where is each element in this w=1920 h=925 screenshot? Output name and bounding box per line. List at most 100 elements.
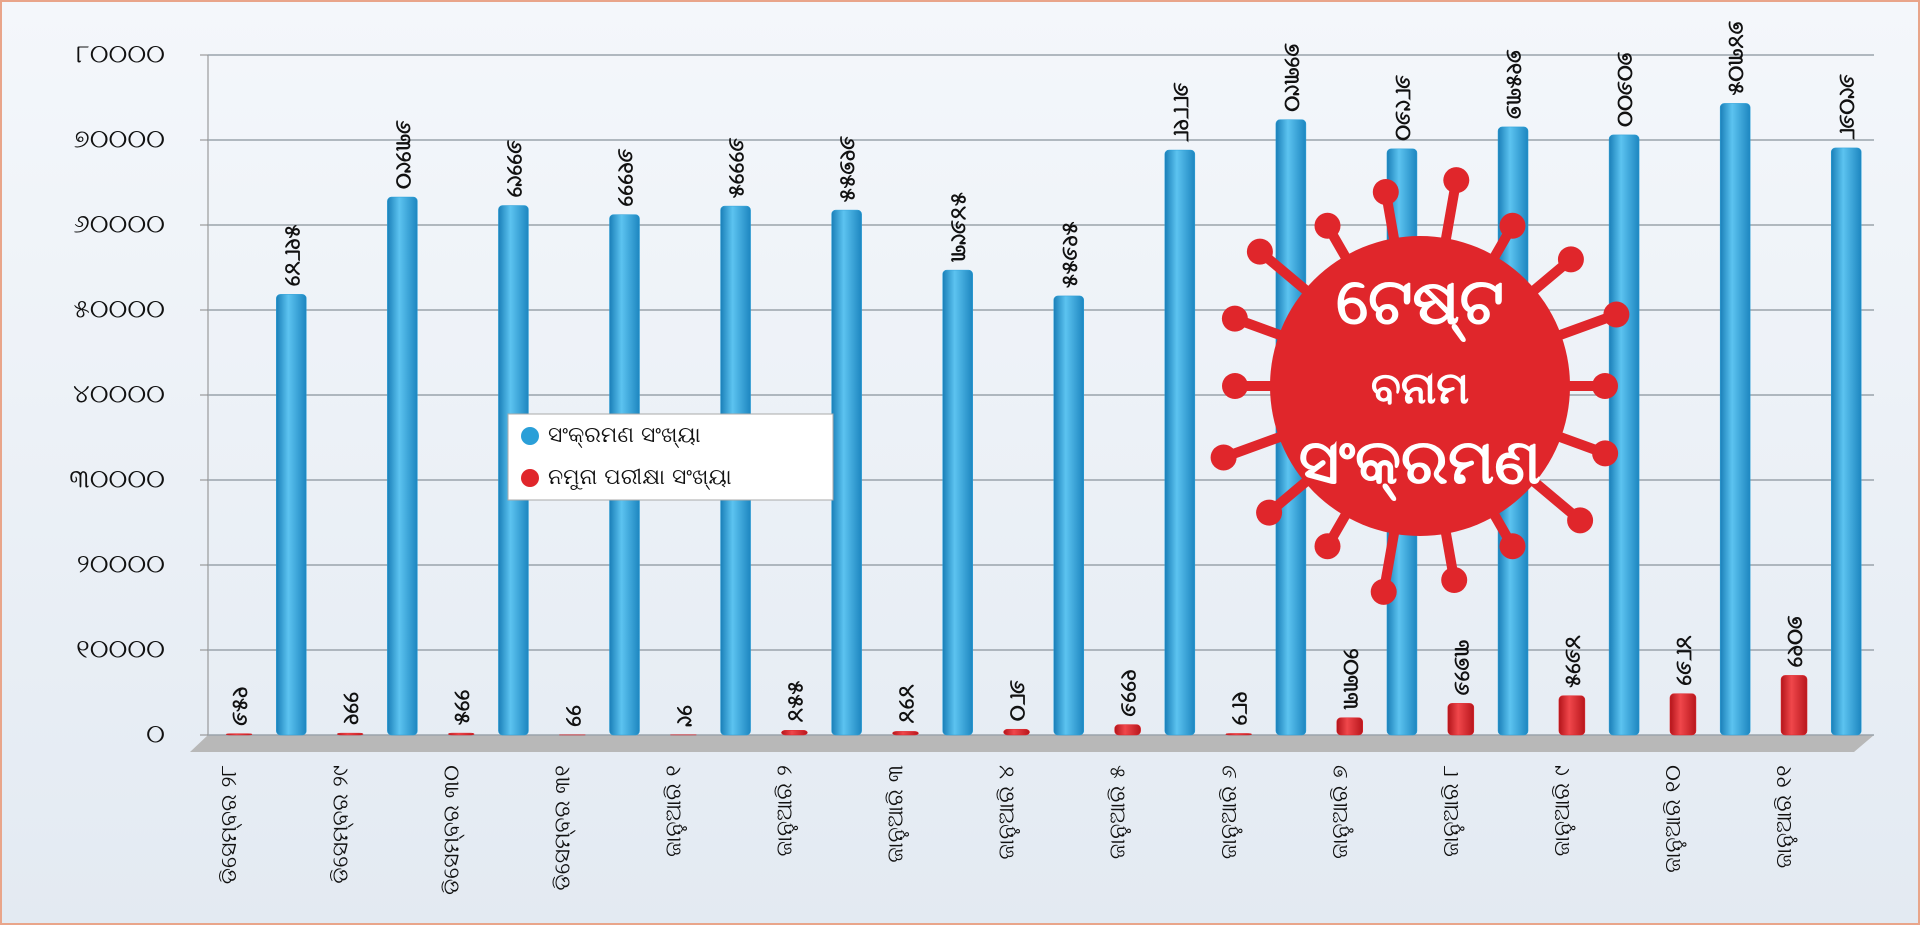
x-tick-label: ଡିସେମ୍ବର ୩୧ xyxy=(550,765,575,891)
data-label: ୬୨୨୨୫ xyxy=(724,138,749,199)
y-tick-label: ୭୦୦୦୦ xyxy=(74,125,165,155)
y-tick-label: ୮୦୦୦୦ xyxy=(76,40,165,70)
data-label: ୬୩୨୯୦ xyxy=(390,120,415,189)
x-tick-label: ଡିସେମ୍ବର ୩୦ xyxy=(439,765,464,895)
x-tick-label: ଜାନୁଆରି ୩ xyxy=(884,765,910,863)
data-label: ୩୭୨୬ xyxy=(1449,640,1474,696)
x-tick-label: ଜାନୁଆରି ୧୧ xyxy=(1772,765,1798,868)
data-label: ୭୦୧୨ xyxy=(1782,616,1807,668)
data-label: ୪୬୨୫ xyxy=(1560,635,1585,688)
y-tick-label: ୬୦୦୦୦ xyxy=(73,210,165,240)
bar xyxy=(1719,103,1751,736)
data-label: ୬୨୨୯୨ xyxy=(501,140,526,198)
bar xyxy=(1669,693,1697,736)
data-label: ୫୧୬୫୫ xyxy=(1057,221,1082,288)
virus-knob xyxy=(1499,212,1526,239)
data-label: ୭୨୩୯୦ xyxy=(1279,43,1304,112)
data-label: ୨୯ xyxy=(671,705,696,727)
x-tick-label: ଜାନୁଆରି ୧୦ xyxy=(1661,765,1687,873)
x-tick-label: ଜାନୁଆରି ୬ xyxy=(1217,765,1243,859)
x-tick-label: ଜାନୁଆରି ୧ xyxy=(661,765,687,857)
y-tick-label: ୪୦୦୦୦ xyxy=(73,380,165,410)
floor xyxy=(190,735,1874,752)
data-label: ୭୪୩୦୫ xyxy=(1723,21,1748,96)
virus-knob xyxy=(1603,301,1630,328)
x-tick-label: ଜାନୁଆରି ୫ xyxy=(1106,765,1132,859)
bar xyxy=(831,209,862,736)
virus-knob xyxy=(1210,444,1237,471)
data-label: ୬୮୦ xyxy=(1005,680,1030,721)
bar xyxy=(1225,733,1252,736)
virus-knob xyxy=(1499,533,1526,560)
virus-knob xyxy=(1567,507,1594,534)
x-tick-label: ଜାନୁଆରି ୨ xyxy=(773,765,799,856)
virus-knob xyxy=(1370,578,1397,605)
legend-label: ସଂକ୍ରମଣ ସଂଖ୍ୟା xyxy=(548,423,701,448)
virus-knob xyxy=(1221,305,1248,332)
x-tick-label: ଜାନୁଆରି ୪ xyxy=(995,765,1021,859)
annotation: ବନାମ xyxy=(1371,363,1469,414)
data-label: ୬୮୯୬୦ xyxy=(1390,75,1415,141)
y-tick-label: ୨୦୦୦୦ xyxy=(77,550,165,580)
data-label: ୫୧୮୪୨ xyxy=(279,225,304,287)
data-label: ୭୦୬୦୦ xyxy=(1612,52,1637,127)
bar xyxy=(276,294,307,736)
data-label: ୨୨୧ xyxy=(338,692,363,725)
data-label: ୪୨୪ xyxy=(893,684,918,723)
bar xyxy=(1114,724,1141,736)
data-label: ୪୮୬୨ xyxy=(1671,635,1696,685)
x-tick-label: ଜାନୁଆରି ୯ xyxy=(1550,765,1576,856)
virus-knob xyxy=(1314,212,1341,239)
legend-marker xyxy=(521,469,539,487)
x-tick-label: ଡିସେମ୍ବର ୨୮ xyxy=(217,765,242,884)
annotation: ସଂକ୍ରମଣ xyxy=(1299,425,1541,501)
x-tick-label: ଜାନୁଆରି ୭ xyxy=(1328,765,1354,859)
data-label: ୫୫୪ xyxy=(782,681,807,723)
virus-knob xyxy=(1314,533,1341,560)
y-tick-label: ୫୦୦୦୦ xyxy=(73,295,165,325)
legend-label: ନମୁନା ପରୀକ୍ଷା ସଂଖ୍ୟା xyxy=(548,465,732,490)
y-tick-label: ୦ xyxy=(146,720,165,750)
data-label: ୨୨ xyxy=(560,705,585,727)
legend-box xyxy=(507,413,834,501)
bar xyxy=(1003,728,1030,736)
bar xyxy=(1780,675,1808,736)
virus-knob xyxy=(1557,246,1584,273)
y-tick-label: ୩୦୦୦୦ xyxy=(69,465,165,495)
bar xyxy=(781,730,808,736)
virus-knob xyxy=(1256,499,1283,526)
data-label: ୧୮୨ xyxy=(1227,692,1252,726)
data-label: ୬୧୭୫୫ xyxy=(835,136,860,202)
data-label: ୬୧୨୨୨ xyxy=(613,148,638,206)
data-label: ୭୧୫୩୭ xyxy=(1501,50,1526,119)
bar xyxy=(1447,703,1475,736)
bar xyxy=(1608,134,1640,736)
bar xyxy=(1164,149,1196,736)
data-label: ୨୦୩୩ xyxy=(1338,648,1363,710)
bar xyxy=(1053,295,1085,736)
data-label: ୫୪୬୯୩ xyxy=(946,192,971,263)
virus-knob xyxy=(1443,167,1470,194)
x-tick-label: ଡିସେମ୍ବର ୨୯ xyxy=(328,765,353,884)
bar xyxy=(225,733,253,736)
data-label: ୧୫୬ xyxy=(227,687,252,726)
virus-knob xyxy=(1592,440,1619,467)
data-label: ୬୯୦୬୮ xyxy=(1834,74,1859,140)
bar xyxy=(1830,147,1862,736)
x-tick-label: ଜାନୁଆରି ୮ xyxy=(1439,765,1465,857)
bar xyxy=(892,731,919,736)
data-label: ୨୨୫ xyxy=(449,689,474,725)
virus-body xyxy=(1270,236,1570,536)
bar xyxy=(336,732,364,736)
y-tick-label: ୧୦୦୦୦ xyxy=(76,635,165,665)
data-label: ୧୨୨୬ xyxy=(1116,669,1141,716)
legend-marker xyxy=(521,427,539,445)
virus-knob xyxy=(1441,567,1468,594)
annotation: ଟେଷ୍ଟ xyxy=(1336,266,1504,343)
data-label: ୬୮୮୧୮ xyxy=(1168,82,1193,142)
virus-knob xyxy=(1246,238,1273,265)
bar xyxy=(1558,695,1586,736)
virus-knob xyxy=(1592,373,1618,399)
